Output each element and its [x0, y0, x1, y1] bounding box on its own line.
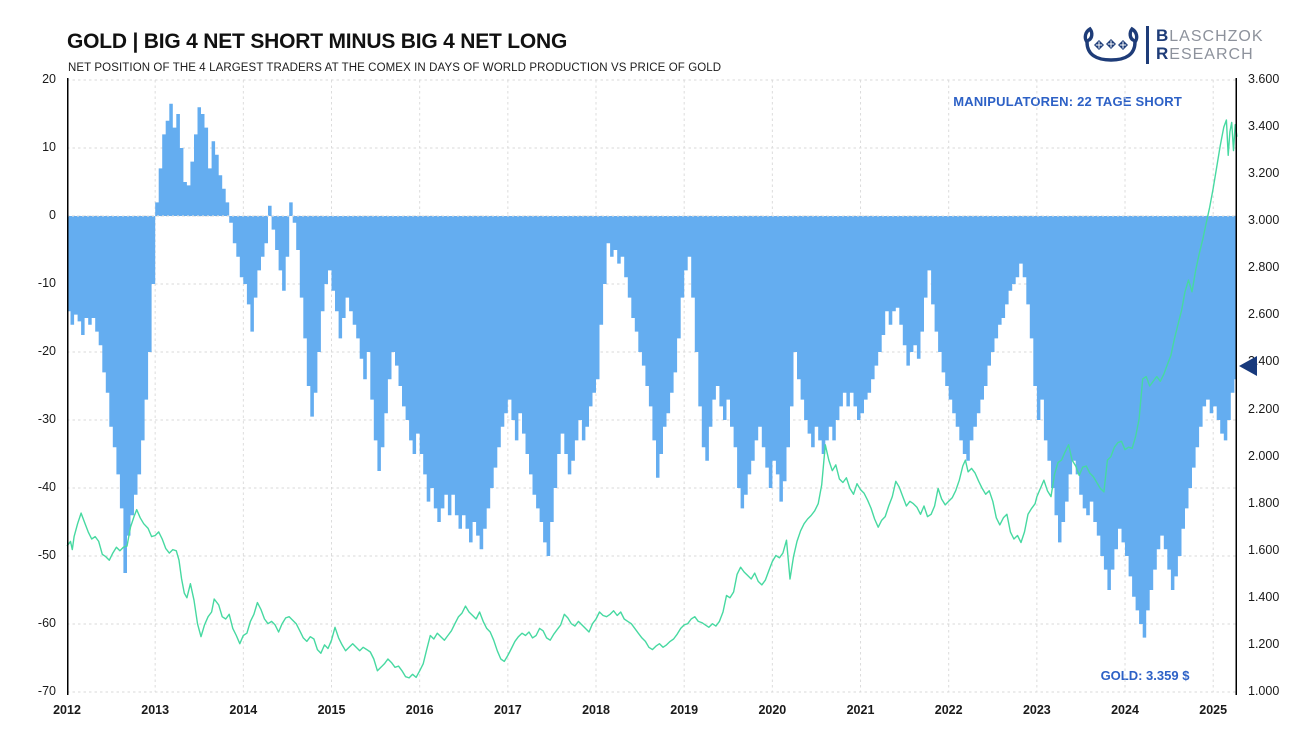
x-axis-tick: 2018 [582, 703, 610, 717]
brand-logo: BLASCHZOK RESEARCH [1083, 24, 1264, 66]
left-axis-tick: -70 [37, 684, 56, 698]
left-axis-tick: 20 [42, 72, 56, 86]
left-axis-tick: 10 [42, 140, 56, 154]
right-axis-tick: 2.200 [1248, 401, 1280, 416]
viking-ship-icon [1083, 24, 1139, 66]
left-axis-tick: -50 [37, 548, 56, 562]
right-axis-tick: 1.400 [1248, 589, 1280, 604]
x-axis-tick: 2013 [141, 703, 170, 717]
left-axis-tick: -40 [37, 480, 56, 494]
left-axis-tick: -60 [37, 616, 56, 630]
right-axis-tick: 1.200 [1248, 636, 1280, 651]
right-axis-tick: 1.800 [1248, 495, 1280, 510]
page-title: GOLD | BIG 4 NET SHORT MINUS BIG 4 NET L… [67, 30, 568, 53]
current-position-arrow-icon [1239, 355, 1257, 376]
x-axis-tick: 2019 [670, 703, 699, 717]
x-axis-tick: 2023 [1022, 703, 1051, 717]
x-axis-tick: 2017 [493, 703, 522, 717]
right-axis-tick: 1.000 [1248, 684, 1280, 698]
combo-chart [66, 78, 1238, 695]
x-axis-tick: 2014 [229, 703, 258, 717]
x-axis-tick: 2025 [1199, 703, 1228, 717]
left-axis-tick: -20 [37, 344, 56, 358]
right-axis-tick: 3.000 [1248, 213, 1280, 228]
right-axis-tick: 3.200 [1248, 166, 1280, 181]
x-axis-tick: 2012 [53, 703, 81, 717]
gold-price-annotation: GOLD: 3.359 $ [1100, 668, 1190, 683]
logo-wordmark: BLASCHZOK RESEARCH [1156, 26, 1264, 63]
left-axis-tick: -30 [37, 412, 56, 426]
x-axis-tick: 2022 [934, 703, 963, 717]
page-subtitle: NET POSITION OF THE 4 LARGEST TRADERS AT… [68, 62, 722, 74]
right-axis-tick: 3.400 [1248, 119, 1280, 134]
right-axis-tick: 2.000 [1248, 448, 1280, 463]
right-axis-tick: 3.600 [1248, 72, 1280, 86]
left-axis-tick: -10 [37, 276, 56, 290]
left-axis-tick: 0 [49, 208, 56, 222]
x-axis-tick: 2024 [1111, 703, 1139, 717]
gold-price-line-series [66, 119, 1238, 679]
right-axis-tick: 1.600 [1248, 542, 1280, 557]
x-axis-tick: 2021 [846, 703, 875, 717]
x-axis-tick: 2016 [405, 703, 434, 717]
logo-divider [1146, 26, 1149, 64]
chart-plot-area [66, 78, 1238, 695]
right-axis-tick: 2.800 [1248, 260, 1280, 275]
right-axis-tick: 2.600 [1248, 307, 1280, 322]
net-position-area-series [67, 103, 1237, 638]
x-axis-tick: 2020 [758, 703, 787, 717]
x-axis-tick: 2015 [317, 703, 346, 717]
